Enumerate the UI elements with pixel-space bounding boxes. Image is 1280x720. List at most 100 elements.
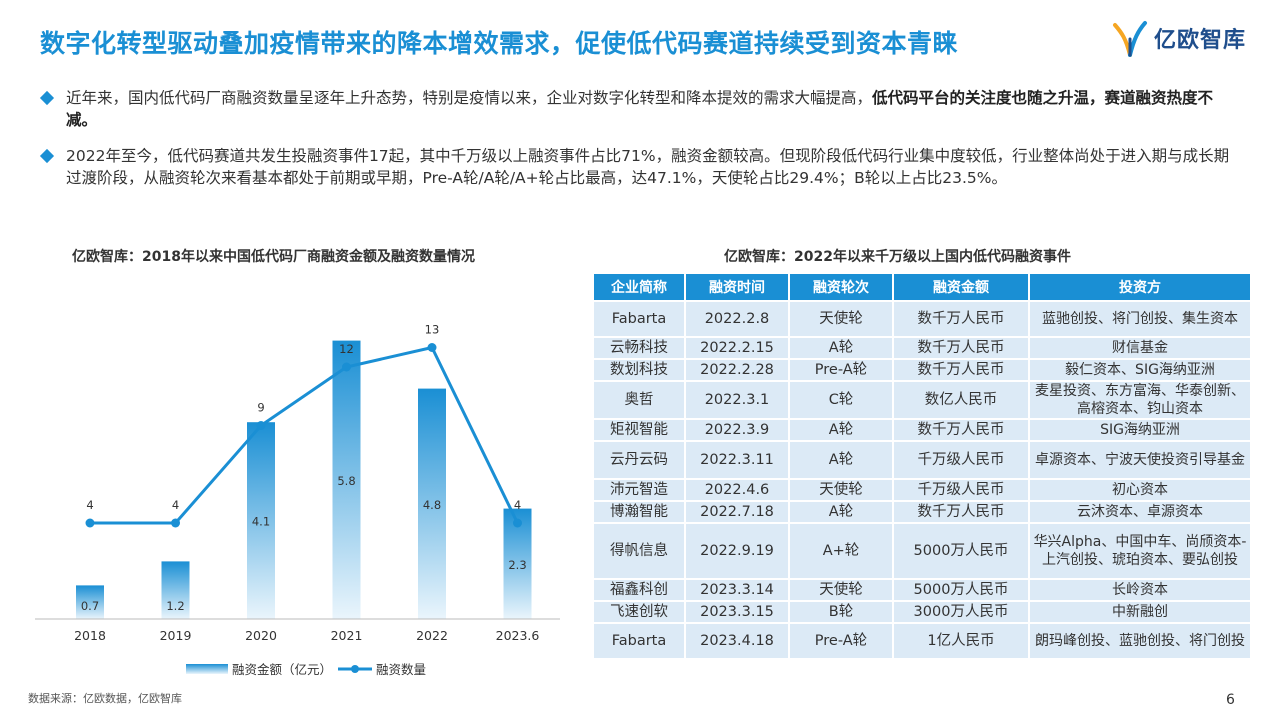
table-cell: 2022.3.1 — [684, 380, 790, 420]
count-label: 4 — [514, 498, 521, 512]
amount-bar — [332, 340, 361, 619]
table-cell: 博瀚智能 — [592, 500, 686, 524]
financing-chart: 0.7 1.2 4.1 5.8 4.8 2.3 2018 2019 2020 2021 2022 2… — [35, 323, 560, 677]
table-cell: 云丹云码 — [592, 440, 686, 480]
count-point — [85, 518, 95, 528]
x-tick-label: 2023.6 — [496, 628, 540, 643]
table-cell: 数千万人民币 — [892, 418, 1030, 442]
table-cell: 2023.3.14 — [684, 578, 790, 602]
table-row: 沛元智造 2022.4.6 天使轮 千万级人民币 初心资本 — [592, 478, 1252, 502]
bullet-text-2: 2022年至今，低代码赛道共发生投融资事件17起，其中千万级以上融资事件占比71… — [66, 147, 1230, 187]
amount-label: 1.2 — [166, 599, 184, 613]
table-header-cell: 投资方 — [1028, 272, 1252, 302]
count-point — [342, 362, 351, 372]
count-series-line — [90, 345, 519, 525]
x-tick-label: 2022 — [416, 628, 448, 643]
table-cell: 2023.4.18 — [684, 622, 790, 660]
table-cell: 长岭资本 — [1028, 578, 1252, 602]
legend-bar-swatch — [186, 664, 228, 674]
table-cell: 2022.2.15 — [684, 336, 790, 360]
amount-label: 2.3 — [508, 558, 526, 572]
table-row: 得帆信息 2022.9.19 A+轮 5000万人民币 华兴Alpha、中国中车、尚颀资… — [592, 522, 1252, 580]
chart-title: 亿欧智库：2018年以来中国低代码厂商融资金额及融资数量情况 — [72, 249, 475, 265]
table-cell: 初心资本 — [1028, 478, 1252, 502]
x-tick-label: 2020 — [245, 628, 277, 643]
bullet-list: 近年来，国内低代码厂商融资数量呈逐年上升态势，特别是疫情以来，企业对数字化转型和… — [39, 87, 1242, 203]
table-cell: 麦星投资、东方富海、华泰创新、高榕资本、钧山资本 — [1028, 380, 1252, 420]
table-cell: 5000万人民币 — [892, 522, 1030, 580]
table-cell: 福鑫科创 — [592, 578, 686, 602]
amount-label: 4.1 — [252, 515, 270, 529]
table-row: 云畅科技 2022.2.15 A轮 数千万人民币 财信基金 — [592, 336, 1252, 360]
count-label: 13 — [425, 323, 440, 337]
table-cell: 华兴Alpha、中国中车、尚颀资本-上汽创投、琥珀资本、要弘创投 — [1028, 522, 1252, 580]
table-cell: A轮 — [788, 500, 894, 524]
table-cell: 天使轮 — [788, 300, 894, 338]
table-cell: 数千万人民币 — [892, 336, 1030, 360]
table-cell: 1亿人民币 — [892, 622, 1030, 660]
count-point — [513, 518, 522, 528]
table-cell: 云沐资本、卓源资本 — [1028, 500, 1252, 524]
diamond-bullet-icon — [39, 148, 55, 164]
table-cell: 2022.3.11 — [684, 440, 790, 480]
bullet-bold-1: 低代码平台的关注度也随之升温，赛道融资热度不减。 — [66, 89, 1214, 129]
table-cell: 2023.3.15 — [684, 600, 790, 624]
logo-text: 亿欧智库 — [1154, 28, 1247, 53]
table-cell: 5000万人民币 — [892, 578, 1030, 602]
table-header-cell: 融资时间 — [684, 272, 790, 302]
table-cell: 飞速创软 — [592, 600, 686, 624]
x-tick-label: 2021 — [331, 628, 363, 643]
table-row: 云丹云码 2022.3.11 A轮 千万级人民币 卓源资本、宁波天使投资引导基金 — [592, 440, 1252, 480]
table-cell: 2022.9.19 — [684, 522, 790, 580]
legend-count-label: 融资数量 — [376, 662, 426, 677]
table-cell: 数亿人民币 — [892, 380, 1030, 420]
bullet-item-1: 近年来，国内低代码厂商融资数量呈逐年上升态势，特别是疫情以来，企业对数字化转型和… — [39, 87, 1242, 131]
amount-bar — [76, 585, 104, 619]
count-point — [427, 343, 437, 352]
table-cell: 数千万人民币 — [892, 358, 1030, 382]
count-point — [256, 421, 266, 430]
table-cell: 2022.2.28 — [684, 358, 790, 382]
financing-events-table: 企业简称 融资时间 融资轮次 融资金额 投资方 Fabarta 2022.2.8 天使轮 数千… — [592, 272, 1252, 660]
table-cell: A轮 — [788, 336, 894, 360]
table-cell: B轮 — [788, 600, 894, 624]
table-header-row: 企业简称 融资时间 融资轮次 融资金额 投资方 — [592, 272, 1252, 302]
table-row: 矩视智能 2022.3.9 A轮 数千万人民币 SIG海纳亚洲 — [592, 418, 1252, 442]
table-cell: 数千万人民币 — [892, 300, 1030, 338]
table-cell: Fabarta — [592, 622, 686, 660]
count-point — [171, 518, 180, 528]
table-cell: 数千万人民币 — [892, 500, 1030, 524]
table-cell: 千万级人民币 — [892, 478, 1030, 502]
table-cell: 2022.3.9 — [684, 418, 790, 442]
table-cell: 矩视智能 — [592, 418, 686, 442]
table-cell: 2022.4.6 — [684, 478, 790, 502]
page-title: 数字化转型驱动叠加疫情带来的降本增效需求，促使低代码赛道持续受到资本青睐 — [40, 29, 959, 58]
table-cell: A轮 — [788, 418, 894, 442]
table-cell: 朗玛峰创投、蓝驰创投、将门创投 — [1028, 622, 1252, 660]
table-cell: 沛元智造 — [592, 478, 686, 502]
amount-label: 4.8 — [423, 498, 441, 512]
diamond-bullet-icon — [39, 90, 55, 106]
table-row: 飞速创软 2023.3.15 B轮 3000万人民币 中新融创 — [592, 600, 1252, 624]
table-row: 博瀚智能 2022.7.18 A轮 数千万人民币 云沐资本、卓源资本 — [592, 500, 1252, 524]
table-cell: 天使轮 — [788, 478, 894, 502]
table-cell: Pre-A轮 — [788, 358, 894, 382]
count-label: 9 — [257, 401, 264, 415]
table-header-cell: 企业简称 — [592, 272, 686, 302]
table-cell: 天使轮 — [788, 578, 894, 602]
table-cell: Pre-A轮 — [788, 622, 894, 660]
count-label: 12 — [339, 342, 354, 356]
table-cell: 蓝驰创投、将门创投、集生资本 — [1028, 300, 1252, 338]
count-label: 4 — [86, 498, 93, 512]
table-header-cell: 融资金额 — [892, 272, 1030, 302]
table-row: 数划科技 2022.2.28 Pre-A轮 数千万人民币 毅仁资本、SIG海纳亚洲 — [592, 358, 1252, 382]
table-cell: 3000万人民币 — [892, 600, 1030, 624]
table-cell: 数划科技 — [592, 358, 686, 382]
table-cell: 2022.7.18 — [684, 500, 790, 524]
table-cell: 得帆信息 — [592, 522, 686, 580]
table-header-cell: 融资轮次 — [788, 272, 894, 302]
x-tick-label: 2019 — [160, 628, 192, 643]
chart-legend: 融资金额（亿元） 融资数量 — [186, 662, 426, 677]
table-cell: 财信基金 — [1028, 336, 1252, 360]
amount-bar — [418, 388, 446, 619]
